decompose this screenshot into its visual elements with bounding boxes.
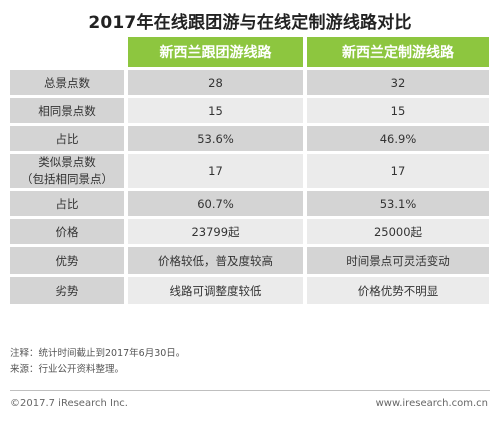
comparison-table: 新西兰跟团游线路 新西兰定制游线路 总景点数 28 32 相同景点数 15 15 占比 53.… [10,37,489,304]
group-tour-value: 23799起 [124,219,303,244]
column-header-group-tour: 新西兰跟团游线路 [124,37,303,67]
chart-title: 2017年在线跟团游与在线定制游线路对比 [88,13,412,33]
row-label: 占比 [10,126,124,151]
row-label-line: 类似景点数 [38,154,96,169]
group-tour-value: 60.7% [124,191,303,216]
custom-tour-value: 25000起 [303,219,489,244]
table-row: 类似景点数 （包括相同景点） 17 17 [10,151,489,188]
table-body: 总景点数 28 32 相同景点数 15 15 占比 53.6% 46.9% 类似景点数 （包括相同景… [10,67,489,304]
custom-tour-value: 时间景点可灵活变动 [303,247,489,274]
note-statistics-date: 注释：统计时间截止到2017年6月30日。 [10,348,186,359]
group-tour-value: 17 [124,154,303,188]
table-row: 占比 60.7% 53.1% [10,188,489,216]
table-row: 优势 价格较低，普及度较高 时间景点可灵活变动 [10,244,489,274]
table-row: 总景点数 28 32 [10,67,489,95]
note-source: 来源：行业公开资料整理。 [10,364,125,375]
row-label: 优势 [10,247,124,274]
group-tour-value: 线路可调整度较低 [124,277,303,304]
custom-tour-value: 15 [303,98,489,123]
row-label: 相同景点数 [10,98,124,123]
row-label: 占比 [10,191,124,216]
table-row: 占比 53.6% 46.9% [10,123,489,151]
group-tour-value: 28 [124,70,303,95]
group-tour-value: 53.6% [124,126,303,151]
custom-tour-value: 46.9% [303,126,489,151]
custom-tour-value: 32 [303,70,489,95]
table-row: 价格 23799起 25000起 [10,216,489,244]
table-row: 相同景点数 15 15 [10,95,489,123]
table-header-row: 新西兰跟团游线路 新西兰定制游线路 [10,37,489,67]
row-label: 类似景点数 （包括相同景点） [10,154,124,188]
table-row: 劣势 线路可调整度较低 价格优势不明显 [10,274,489,304]
group-tour-value: 15 [124,98,303,123]
row-label: 劣势 [10,277,124,304]
custom-tour-value: 价格优势不明显 [303,277,489,304]
custom-tour-value: 53.1% [303,191,489,216]
row-label: 价格 [10,219,124,244]
row-label-line: （包括相同景点） [21,172,113,186]
footer-copyright: ©2017.7 iResearch Inc. [10,398,128,409]
footer-website: www.iresearch.com.cn [375,398,488,409]
column-header-custom-tour: 新西兰定制游线路 [303,37,489,67]
footer-divider [10,390,490,391]
header-corner-cell [10,37,124,67]
group-tour-value: 价格较低，普及度较高 [124,247,303,274]
custom-tour-value: 17 [303,154,489,188]
row-label: 总景点数 [10,70,124,95]
